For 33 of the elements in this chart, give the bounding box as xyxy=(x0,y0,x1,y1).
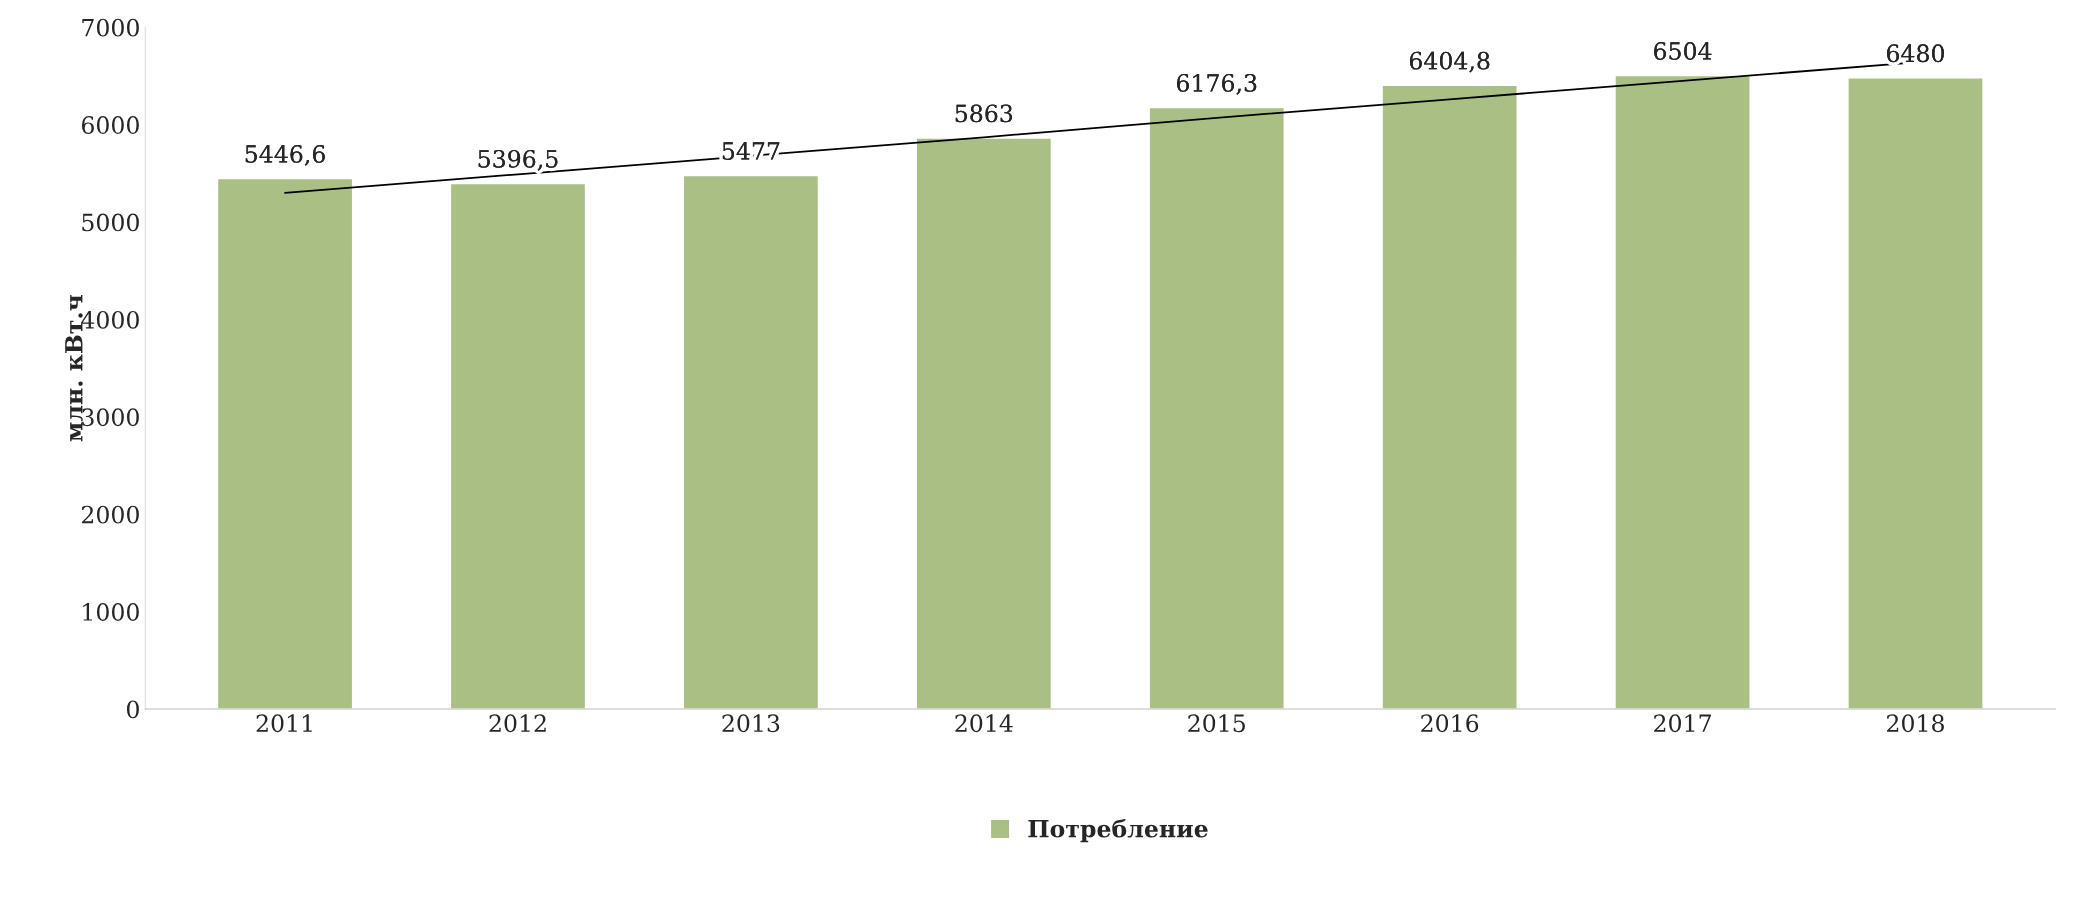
data-label: 6404,8 xyxy=(1409,51,1490,73)
y-tick-label: 1000 xyxy=(83,603,139,621)
y-axis-title: млн. кВт.ч xyxy=(65,294,83,442)
x-tick-label: 2016 xyxy=(1421,714,1479,733)
y-tick-label: 7000 xyxy=(82,18,139,37)
x-tick-label: 2018 xyxy=(1887,714,1944,733)
y-tick-label: 5000 xyxy=(82,213,139,232)
bar xyxy=(915,137,1053,710)
x-tick-label: 2017 xyxy=(1654,714,1711,733)
bar xyxy=(216,177,354,710)
y-tick-label: 0 xyxy=(126,700,139,719)
legend-label: Потребление xyxy=(1028,818,1208,843)
y-tick-label: 3000 xyxy=(82,408,139,427)
x-tick-label: 2015 xyxy=(1188,714,1245,733)
data-label: 5863 xyxy=(955,104,1013,123)
bar xyxy=(1381,84,1518,710)
data-label: 5446,6 xyxy=(245,145,325,166)
x-tick-label: 2011 xyxy=(256,714,312,733)
bar xyxy=(1148,106,1285,710)
y-tick-label: 4000 xyxy=(81,310,139,329)
x-tick-label: 2013 xyxy=(722,714,780,733)
y-tick-label: 2000 xyxy=(81,505,139,524)
x-tick-label: 2014 xyxy=(955,714,1013,733)
bar xyxy=(1614,74,1751,710)
data-label: 5396,5 xyxy=(478,149,558,171)
data-label: 6504 xyxy=(1654,42,1712,60)
data-label: 6480 xyxy=(1887,44,1944,63)
data-label: 6176,3 xyxy=(1177,73,1257,95)
bar xyxy=(682,174,820,710)
bar xyxy=(1847,77,1984,710)
bar xyxy=(449,182,587,710)
x-tick-label: 2012 xyxy=(489,714,546,733)
y-tick-label: 6000 xyxy=(81,116,139,134)
